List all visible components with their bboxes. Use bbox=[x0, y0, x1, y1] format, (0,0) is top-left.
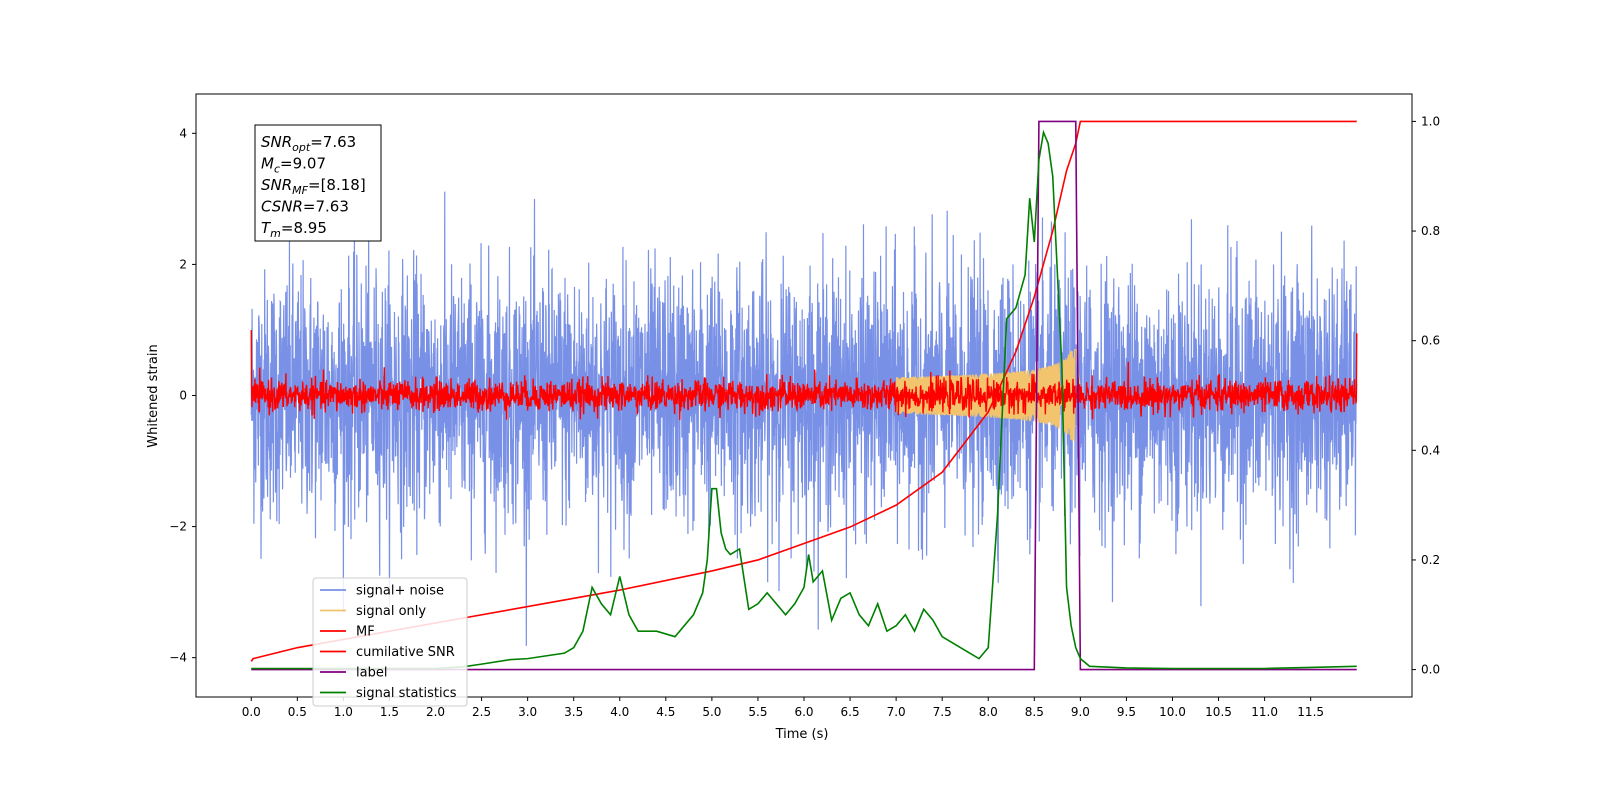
x-tick-label: 4.5 bbox=[656, 705, 675, 719]
x-tick-label: 0.5 bbox=[288, 705, 307, 719]
x-tick-label: 2.5 bbox=[472, 705, 491, 719]
y-tick-label: −4 bbox=[169, 651, 187, 665]
series-signal-only bbox=[895, 349, 1081, 442]
series-mf bbox=[250, 329, 1358, 421]
signal-statistics-line bbox=[251, 129, 1357, 670]
annotation-subscript: MF bbox=[292, 184, 308, 197]
annotation-line: SNRMF=[8.18] bbox=[261, 176, 366, 197]
annotation-symbol: M bbox=[261, 155, 274, 173]
x-axis: 0.0 0.5 1.0 1.5 2.0 2.5 3.0 3.5 4.0 4.5 5.0 5.5 6.0 6… bbox=[242, 697, 1324, 719]
mf-line bbox=[250, 329, 1358, 421]
x-tick-label: 6.5 bbox=[841, 705, 860, 719]
x-tick-label: 10.5 bbox=[1205, 705, 1232, 719]
x-tick-label: 7.5 bbox=[933, 705, 952, 719]
annotation-symbol: SNR bbox=[261, 176, 292, 194]
label-line bbox=[251, 120, 1357, 671]
legend-entry: signal+ noise bbox=[356, 584, 444, 599]
x-tick-label: 5.5 bbox=[748, 705, 767, 719]
stats-annotation-box: SNRopt=7.63Mc=9.07SNRMF=[8.18]CSNR=7.63T… bbox=[254, 124, 382, 242]
annotation-subscript: c bbox=[274, 163, 280, 176]
annotation-symbol: T bbox=[261, 219, 272, 237]
x-tick-label: 8.0 bbox=[979, 705, 998, 719]
legend-entry: cumilative SNR bbox=[356, 645, 455, 660]
series-signal-statistics bbox=[251, 129, 1357, 670]
legend-entry: label bbox=[356, 666, 387, 681]
x-tick-label: 10.0 bbox=[1159, 705, 1186, 719]
legend-entry: signal statistics bbox=[356, 686, 457, 701]
x-tick-label: 1.5 bbox=[380, 705, 399, 719]
legend-entry: signal only bbox=[356, 604, 426, 619]
legend: signal+ noise signal only MF cumilative SNR… bbox=[312, 577, 468, 707]
y-axis-label: Whitened strain bbox=[146, 344, 161, 447]
x-tick-label: 7.0 bbox=[887, 705, 906, 719]
y-axis-left: −4 −2 0 2 4 bbox=[169, 126, 196, 665]
x-tick-label: 3.0 bbox=[518, 705, 537, 719]
y2-tick-label: 0.0 bbox=[1421, 663, 1440, 677]
annotation-symbol: CSNR bbox=[261, 198, 303, 216]
annotation-value: =7.63 bbox=[303, 198, 349, 216]
x-tick-label: 0.0 bbox=[242, 705, 261, 719]
x-tick-label: 9.0 bbox=[1071, 705, 1090, 719]
annotation-line: Tm=8.95 bbox=[261, 219, 327, 240]
x-tick-label: 2.0 bbox=[426, 705, 445, 719]
signal-only-line bbox=[895, 349, 1081, 442]
legend-entry: MF bbox=[356, 625, 375, 640]
y-tick-label: 0 bbox=[179, 389, 187, 403]
annotation-value: =[8.18] bbox=[308, 176, 366, 194]
x-tick-label: 11.0 bbox=[1251, 705, 1278, 719]
x-tick-label: 11.5 bbox=[1297, 705, 1324, 719]
y2-tick-label: 0.8 bbox=[1421, 224, 1440, 238]
annotation-symbol: SNR bbox=[261, 133, 292, 151]
annotation-value: =9.07 bbox=[280, 155, 326, 173]
series-label bbox=[251, 120, 1357, 671]
y2-tick-label: 0.2 bbox=[1421, 553, 1440, 567]
annotation-subscript: m bbox=[270, 227, 281, 240]
x-tick-label: 9.5 bbox=[1117, 705, 1136, 719]
x-tick-label: 5.0 bbox=[702, 705, 721, 719]
y2-tick-label: 1.0 bbox=[1421, 114, 1440, 128]
x-tick-label: 6.0 bbox=[794, 705, 813, 719]
x-axis-label: Time (s) bbox=[775, 727, 829, 742]
y2-tick-label: 0.4 bbox=[1421, 443, 1440, 457]
x-tick-label: 1.0 bbox=[334, 705, 353, 719]
x-tick-label: 8.5 bbox=[1025, 705, 1044, 719]
y-tick-label: 4 bbox=[179, 126, 187, 140]
annotation-value: =8.95 bbox=[281, 219, 327, 237]
annotation-frame bbox=[254, 124, 382, 242]
y-axis-right: 0.0 0.2 0.4 0.6 0.8 1.0 bbox=[1412, 114, 1440, 677]
annotation-line: Mc=9.07 bbox=[261, 155, 326, 176]
y2-tick-label: 0.6 bbox=[1421, 334, 1440, 348]
annotation-line: CSNR=7.63 bbox=[261, 198, 349, 216]
x-tick-label: 4.0 bbox=[610, 705, 629, 719]
annotation-subscript: opt bbox=[292, 141, 311, 154]
annotation-value: =7.63 bbox=[310, 133, 356, 151]
y-tick-label: 2 bbox=[179, 257, 187, 271]
legend-frame bbox=[312, 577, 468, 707]
annotation-line: SNRopt=7.63 bbox=[261, 133, 356, 154]
y-tick-label: −2 bbox=[169, 520, 187, 534]
x-tick-label: 3.5 bbox=[564, 705, 583, 719]
